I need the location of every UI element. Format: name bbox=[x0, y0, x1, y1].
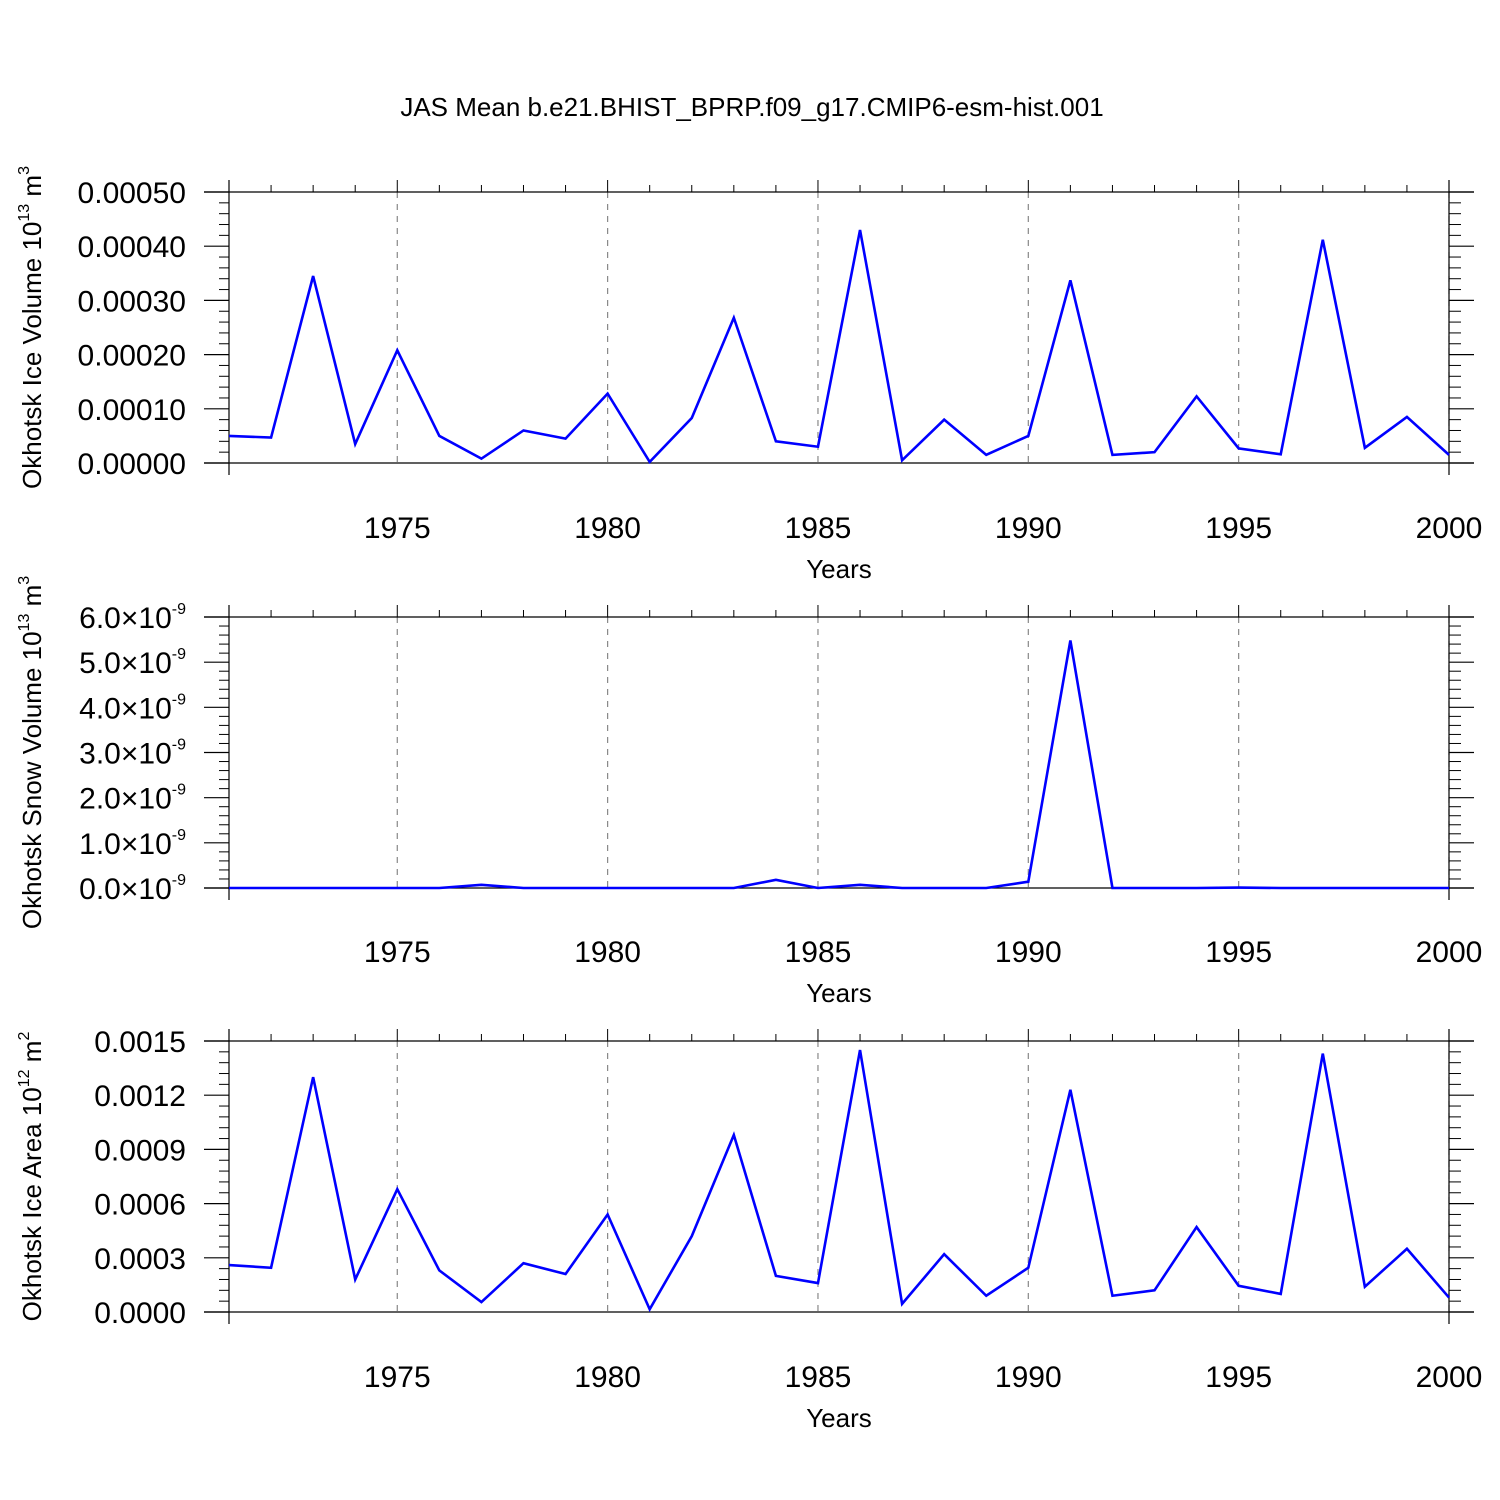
snow-volume-y-axis-title: Okhotsk Snow Volume 1013 m3 bbox=[16, 576, 47, 929]
ice-volume-panel: 0.00000 0.00010 0.00020 0.00030 0.00040 0.000… bbox=[16, 166, 1482, 584]
ice-area-y-axis-title: Okhotsk Ice Area 1012 m2 bbox=[16, 1032, 47, 1322]
snow-volume-ytick-label: 2.0×10-9 bbox=[79, 782, 186, 816]
snow-volume-xtick-label-1985: 1985 bbox=[785, 936, 852, 969]
snow-volume-ytick-label: 4.0×10-9 bbox=[79, 691, 186, 725]
snow-volume-xtick-label-1990: 1990 bbox=[995, 936, 1062, 969]
ice-area-xtick-label-1990: 1990 bbox=[995, 1361, 1062, 1394]
ice-volume-y-axis-title: Okhotsk Ice Volume 1013 m3 bbox=[16, 166, 47, 489]
snow-volume-series-line bbox=[229, 640, 1449, 890]
ice-volume-x-axis-title: Years bbox=[806, 554, 872, 584]
ice-volume-ytick-label: 0.00020 bbox=[78, 340, 186, 373]
ice-volume-ytick-label: 0.00050 bbox=[78, 177, 186, 210]
panels: 0.00000 0.00010 0.00020 0.00030 0.00040 0.000… bbox=[16, 166, 1482, 1433]
ice-area-ytick-label: 0.0009 bbox=[94, 1134, 186, 1167]
snow-volume-xtick-label-1995: 1995 bbox=[1205, 936, 1272, 969]
ice-volume-xtick-label-1985: 1985 bbox=[785, 512, 852, 545]
snow-volume-xtick-label-2000: 2000 bbox=[1416, 936, 1483, 969]
snow-volume-xtick-label-1975: 1975 bbox=[364, 936, 431, 969]
ice-area-xtick-label-2000: 2000 bbox=[1416, 1361, 1483, 1394]
ice-area-x-axis-title: Years bbox=[806, 1403, 872, 1433]
ice-area-ytick-label: 0.0003 bbox=[94, 1243, 186, 1276]
ice-area-xtick-label-1995: 1995 bbox=[1205, 1361, 1272, 1394]
snow-volume-ytick-label: 6.0×10-9 bbox=[79, 601, 186, 635]
ice-area-xtick-label-1985: 1985 bbox=[785, 1361, 852, 1394]
figure-title: JAS Mean b.e21.BHIST_BPRP.f09_g17.CMIP6-… bbox=[400, 92, 1103, 122]
snow-volume-panel: 0.0×10-9 1.0×10-9 2.0×10-9 3.0×10-9 4.0×10-9… bbox=[16, 576, 1482, 1008]
ice-area-series-line bbox=[228, 1049, 1450, 1313]
ice-volume-ytick-label: 0.00030 bbox=[78, 285, 186, 318]
ice-volume-xtick-label-1980: 1980 bbox=[574, 512, 641, 545]
ice-volume-ytick-label: 0.00040 bbox=[78, 231, 186, 264]
ice-volume-ytick-label: 0.00000 bbox=[78, 448, 186, 481]
ice-area-ytick-label: 0.0006 bbox=[94, 1189, 186, 1222]
snow-volume-ytick-label: 1.0×10-9 bbox=[79, 827, 186, 861]
ice-volume-xtick-label-1990: 1990 bbox=[995, 512, 1062, 545]
snow-volume-ytick-label: 5.0×10-9 bbox=[79, 646, 186, 680]
ice-volume-series-line bbox=[228, 229, 1450, 465]
ice-area-ytick-label: 0.0012 bbox=[94, 1080, 186, 1113]
ice-volume-xtick-label-2000: 2000 bbox=[1416, 512, 1483, 545]
snow-volume-ytick-label: 0.0×10-9 bbox=[79, 872, 186, 906]
ice-area-xtick-label-1975: 1975 bbox=[364, 1361, 431, 1394]
snow-volume-ytick-label: 3.0×10-9 bbox=[79, 737, 186, 771]
ice-area-xtick-label-1980: 1980 bbox=[574, 1361, 641, 1394]
snow-volume-xtick-label-1980: 1980 bbox=[574, 936, 641, 969]
ice-area-ytick-label: 0.0000 bbox=[94, 1297, 186, 1330]
ice-area-ytick-label: 0.0015 bbox=[94, 1026, 186, 1059]
ice-volume-xtick-label-1975: 1975 bbox=[364, 512, 431, 545]
ice-volume-ytick-label: 0.00010 bbox=[78, 394, 186, 427]
ice-area-panel: 0.0000 0.0003 0.0006 0.0009 0.0012 0.0015 1975… bbox=[16, 1026, 1482, 1433]
snow-volume-x-axis-title: Years bbox=[806, 978, 872, 1008]
ice-volume-xtick-label-1995: 1995 bbox=[1205, 512, 1272, 545]
